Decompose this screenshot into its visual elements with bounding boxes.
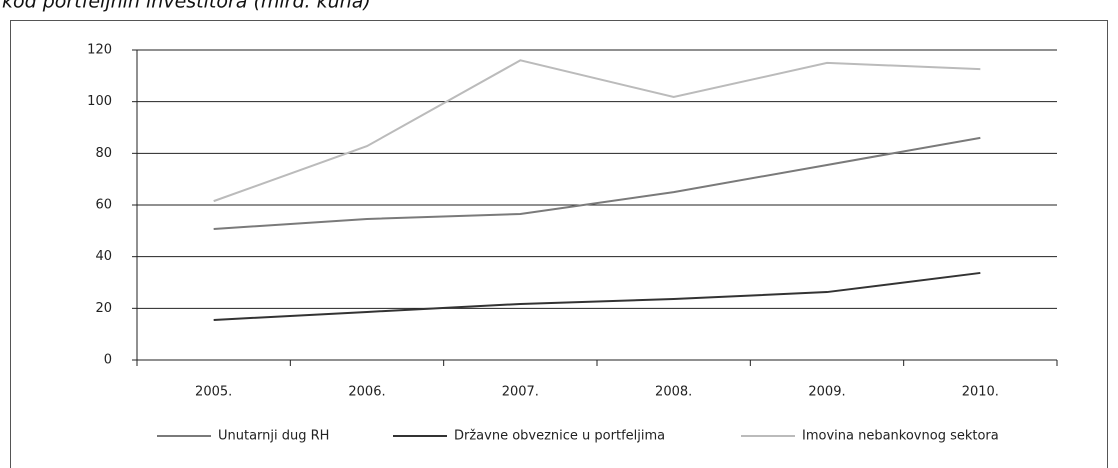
y-tick-label: 100 bbox=[87, 94, 112, 109]
legend-label: Unutarnji dug RH bbox=[218, 429, 329, 444]
legend-label: Imovina nebankovnog sektora bbox=[802, 429, 999, 444]
series-line bbox=[213, 59, 981, 203]
series-line bbox=[213, 271, 981, 321]
x-tick-label: 2005. bbox=[195, 385, 232, 400]
y-tick-label: 40 bbox=[95, 249, 112, 264]
x-tick-label: 2007. bbox=[502, 385, 539, 400]
x-tick-label: 2006. bbox=[348, 385, 385, 400]
series-line bbox=[213, 136, 981, 231]
y-tick-label: 0 bbox=[104, 353, 112, 368]
chart-frame bbox=[10, 20, 1108, 468]
y-tick-label: 20 bbox=[95, 301, 112, 316]
x-tick-label: 2010. bbox=[962, 385, 999, 400]
legend-label: Državne obveznice u portfeljima bbox=[454, 429, 665, 444]
x-tick-label: 2009. bbox=[808, 385, 845, 400]
y-tick-label: 80 bbox=[95, 146, 112, 161]
chart-title: kod portfeljnih investitora (mlrd. kuna) bbox=[2, 0, 371, 13]
y-tick-label: 120 bbox=[87, 43, 112, 58]
y-tick-label: 60 bbox=[95, 198, 112, 213]
x-tick-label: 2008. bbox=[655, 385, 692, 400]
